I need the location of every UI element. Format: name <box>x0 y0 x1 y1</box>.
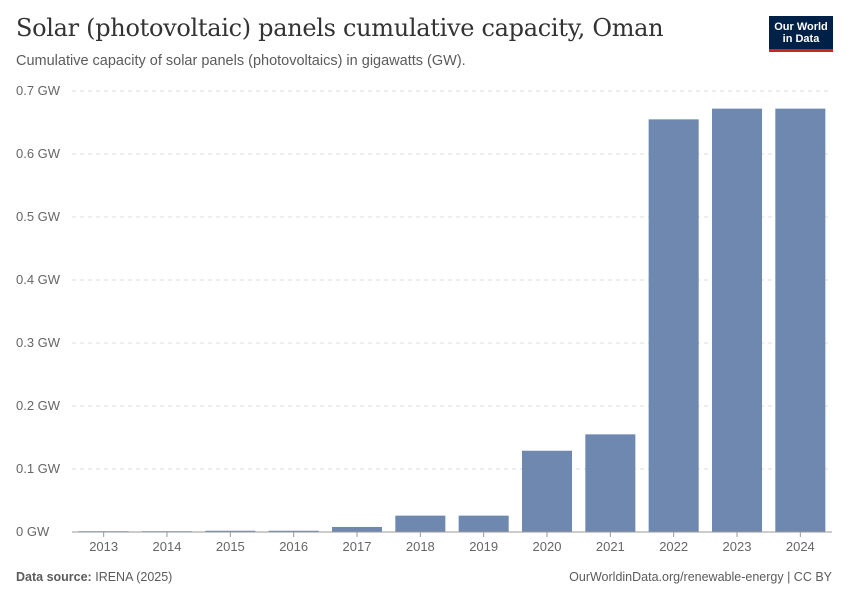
chart-title: Solar (photovoltaic) panels cumulative c… <box>16 14 664 42</box>
x-tick-label: 2016 <box>279 539 308 554</box>
bar[interactable] <box>585 434 636 532</box>
bar[interactable] <box>458 515 509 532</box>
license-link[interactable]: OurWorldinData.org/renewable-energy | CC… <box>569 570 832 584</box>
x-tick-label: 2021 <box>596 539 625 554</box>
bar[interactable] <box>395 515 446 532</box>
bar[interactable] <box>205 530 256 532</box>
data-source: Data source: IRENA (2025) <box>16 570 172 584</box>
x-tick-label: 2023 <box>723 539 752 554</box>
x-tick-label: 2024 <box>786 539 815 554</box>
x-tick-label: 2018 <box>406 539 435 554</box>
y-tick-label: 0.6 GW <box>16 146 61 161</box>
chart-subtitle: Cumulative capacity of solar panels (pho… <box>16 53 466 69</box>
x-tick-label: 2022 <box>659 539 688 554</box>
x-tick-label: 2019 <box>469 539 498 554</box>
y-tick-label: 0.1 GW <box>16 461 61 476</box>
logo-line-1: Our World <box>774 20 828 33</box>
y-tick-label: 0.7 GW <box>16 83 61 98</box>
x-tick-label: 2015 <box>216 539 245 554</box>
data-source-label: Data source: <box>16 570 92 584</box>
bar[interactable] <box>775 108 826 532</box>
logo-line-2: in Data <box>782 32 820 45</box>
owid-logo[interactable]: Our World in Data <box>769 16 833 52</box>
y-tick-label: 0.2 GW <box>16 398 61 413</box>
y-tick-label: 0.5 GW <box>16 209 61 224</box>
y-tick-label: 0.3 GW <box>16 335 61 350</box>
data-source-value[interactable]: IRENA (2025) <box>95 570 173 584</box>
y-tick-label: 0 GW <box>16 524 50 539</box>
x-tick-label: 2020 <box>533 539 562 554</box>
x-tick-label: 2017 <box>343 539 372 554</box>
bar[interactable] <box>521 450 573 532</box>
bar[interactable] <box>711 108 763 532</box>
y-tick-label: 0.4 GW <box>16 272 61 287</box>
x-tick-label: 2014 <box>153 539 182 554</box>
bar[interactable] <box>648 119 699 532</box>
x-tick-label: 2013 <box>89 539 118 554</box>
bar[interactable] <box>331 526 383 532</box>
bar[interactable] <box>268 530 319 532</box>
